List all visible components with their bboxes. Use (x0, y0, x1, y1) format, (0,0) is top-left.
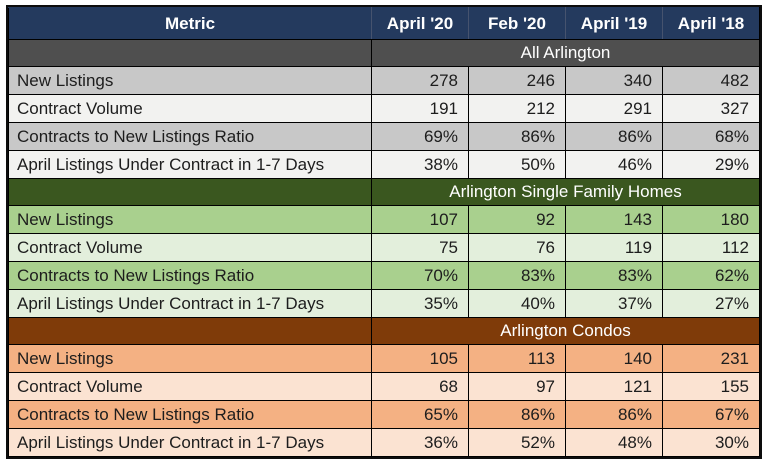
column-header-april-18: April '18 (662, 7, 760, 40)
table-row: Contract Volume 191 212 291 327 (8, 94, 760, 123)
value-cell: 112 (662, 233, 760, 262)
value-cell: 113 (468, 344, 566, 373)
value-cell: 86% (468, 400, 566, 429)
value-cell: 212 (468, 94, 566, 123)
section-title-all-arlington: All Arlington (371, 39, 760, 67)
metric-cell: Contract Volume (8, 233, 372, 262)
value-cell: 62% (662, 261, 760, 290)
value-cell: 107 (371, 205, 469, 234)
table-row: New Listings 107 92 143 180 (8, 205, 760, 234)
section-title-single-family: Arlington Single Family Homes (371, 178, 760, 206)
value-cell: 86% (565, 400, 663, 429)
value-cell: 191 (371, 94, 469, 123)
value-cell: 86% (565, 122, 663, 151)
value-cell: 83% (468, 261, 566, 290)
metric-cell: New Listings (8, 205, 372, 234)
metric-cell: April Listings Under Contract in 1-7 Day… (8, 289, 372, 318)
value-cell: 50% (468, 150, 566, 179)
metric-cell: Contracts to New Listings Ratio (8, 261, 372, 290)
table-row: April Listings Under Contract in 1-7 Day… (8, 428, 760, 457)
value-cell: 180 (662, 205, 760, 234)
metric-cell: Contract Volume (8, 372, 372, 401)
table-row: Contracts to New Listings Ratio 69% 86% … (8, 122, 760, 151)
section-header-spacer (8, 39, 372, 67)
value-cell: 38% (371, 150, 469, 179)
value-cell: 35% (371, 289, 469, 318)
section-all-arlington: All Arlington New Listings 278 246 340 4… (8, 39, 760, 179)
value-cell: 155 (662, 372, 760, 401)
column-header-april-19: April '19 (565, 7, 663, 40)
value-cell: 65% (371, 400, 469, 429)
section-header-spacer (8, 178, 372, 206)
value-cell: 340 (565, 66, 663, 95)
value-cell: 48% (565, 428, 663, 457)
table-row: April Listings Under Contract in 1-7 Day… (8, 289, 760, 318)
value-cell: 67% (662, 400, 760, 429)
value-cell: 327 (662, 94, 760, 123)
value-cell: 68% (662, 122, 760, 151)
table-row: Contract Volume 75 76 119 112 (8, 233, 760, 262)
value-cell: 278 (371, 66, 469, 95)
value-cell: 83% (565, 261, 663, 290)
value-cell: 246 (468, 66, 566, 95)
section-condos: Arlington Condos New Listings 105 113 14… (8, 317, 760, 457)
section-header-row: Arlington Single Family Homes (8, 178, 760, 206)
column-header-feb-20: Feb '20 (468, 7, 566, 40)
value-cell: 70% (371, 261, 469, 290)
value-cell: 76 (468, 233, 566, 262)
value-cell: 119 (565, 233, 663, 262)
table-row: Contract Volume 68 97 121 155 (8, 372, 760, 401)
value-cell: 69% (371, 122, 469, 151)
table-row: Contracts to New Listings Ratio 65% 86% … (8, 400, 760, 429)
value-cell: 27% (662, 289, 760, 318)
value-cell: 75 (371, 233, 469, 262)
column-header-metric: Metric (8, 7, 372, 40)
table-row: April Listings Under Contract in 1-7 Day… (8, 150, 760, 179)
value-cell: 121 (565, 372, 663, 401)
value-cell: 36% (371, 428, 469, 457)
value-cell: 143 (565, 205, 663, 234)
arlington-market-stats-table: Metric April '20 Feb '20 April '19 April… (8, 7, 760, 457)
table-row: New Listings 105 113 140 231 (8, 344, 760, 373)
table-row: New Listings 278 246 340 482 (8, 66, 760, 95)
value-cell: 52% (468, 428, 566, 457)
value-cell: 40% (468, 289, 566, 318)
value-cell: 30% (662, 428, 760, 457)
column-header-row: Metric April '20 Feb '20 April '19 April… (8, 7, 760, 40)
value-cell: 231 (662, 344, 760, 373)
value-cell: 29% (662, 150, 760, 179)
value-cell: 92 (468, 205, 566, 234)
section-header-spacer (8, 317, 372, 345)
section-single-family-homes: Arlington Single Family Homes New Listin… (8, 178, 760, 318)
metric-cell: New Listings (8, 66, 372, 95)
metric-cell: Contracts to New Listings Ratio (8, 122, 372, 151)
value-cell: 291 (565, 94, 663, 123)
metric-cell: Contracts to New Listings Ratio (8, 400, 372, 429)
section-header-row: All Arlington (8, 39, 760, 67)
value-cell: 140 (565, 344, 663, 373)
value-cell: 86% (468, 122, 566, 151)
value-cell: 46% (565, 150, 663, 179)
metric-cell: April Listings Under Contract in 1-7 Day… (8, 428, 372, 457)
metric-cell: April Listings Under Contract in 1-7 Day… (8, 150, 372, 179)
value-cell: 68 (371, 372, 469, 401)
value-cell: 482 (662, 66, 760, 95)
section-header-row: Arlington Condos (8, 317, 760, 345)
value-cell: 97 (468, 372, 566, 401)
value-cell: 105 (371, 344, 469, 373)
table-row: Contracts to New Listings Ratio 70% 83% … (8, 261, 760, 290)
table-outer-border: Metric April '20 Feb '20 April '19 April… (6, 5, 762, 459)
section-title-condos: Arlington Condos (371, 317, 760, 345)
column-header-april-20: April '20 (371, 7, 469, 40)
metric-cell: Contract Volume (8, 94, 372, 123)
value-cell: 37% (565, 289, 663, 318)
metric-cell: New Listings (8, 344, 372, 373)
